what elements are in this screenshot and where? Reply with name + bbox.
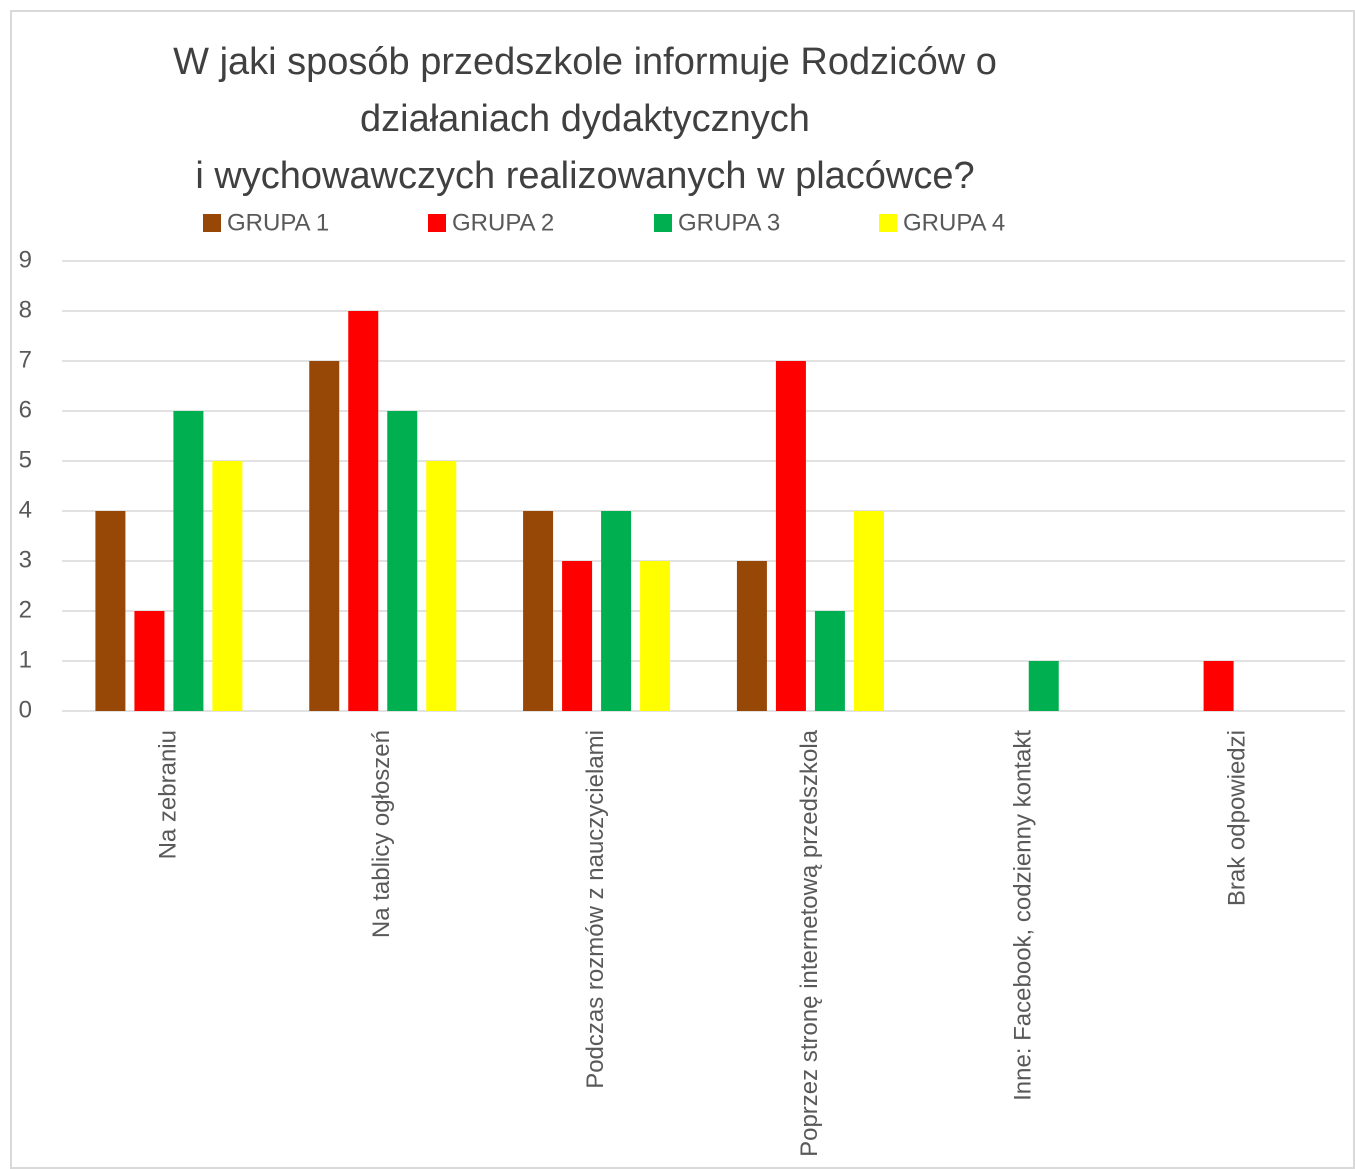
- bar: [814, 611, 845, 711]
- bar: [601, 511, 632, 711]
- y-tick-label: 5: [19, 446, 32, 473]
- bar: [736, 561, 767, 711]
- x-tick-label: Podczas rozmów z nauczycielami: [582, 730, 609, 1089]
- x-tick-label: Na zebraniu: [154, 730, 181, 859]
- bar: [1203, 661, 1234, 711]
- chart-title: działaniach dydaktycznych: [360, 98, 810, 140]
- legend-swatch: [428, 214, 446, 232]
- legend-label: GRUPA 4: [903, 209, 1005, 236]
- legend-swatch: [879, 214, 897, 232]
- x-tick-label: Brak odpowiedzi: [1223, 730, 1250, 906]
- bar: [853, 511, 884, 711]
- y-tick-label: 1: [19, 646, 32, 673]
- legend-swatch: [654, 214, 672, 232]
- y-tick-label: 9: [19, 246, 32, 273]
- y-tick-label: 6: [19, 396, 32, 423]
- bar: [134, 611, 165, 711]
- bar: [562, 561, 593, 711]
- chart-title: W jaki sposób przedszkole informuje Rodz…: [173, 41, 997, 83]
- bar: [1028, 661, 1059, 711]
- bar: [95, 511, 126, 711]
- x-tick-label: Poprzez stronę internetową przedszkola: [796, 729, 823, 1157]
- bar: [348, 311, 379, 711]
- y-tick-label: 2: [19, 596, 32, 623]
- legend-label: GRUPA 3: [678, 209, 780, 236]
- y-tick-label: 4: [19, 496, 32, 523]
- bar: [387, 411, 418, 711]
- bar: [426, 461, 457, 711]
- bar: [173, 411, 204, 711]
- bar: [640, 561, 671, 711]
- legend-swatch: [203, 214, 221, 232]
- legend-label: GRUPA 2: [452, 209, 554, 236]
- x-tick-label: Inne: Facebook, codzienny kontakt: [1010, 730, 1037, 1101]
- bar: [212, 461, 243, 711]
- y-tick-label: 0: [19, 696, 32, 723]
- chart-title: i wychowawczych realizowanych w placówce…: [195, 155, 974, 197]
- y-tick-label: 7: [19, 346, 32, 373]
- y-tick-label: 3: [19, 546, 32, 573]
- bar: [775, 361, 806, 711]
- y-tick-label: 8: [19, 296, 32, 323]
- bar: [309, 361, 340, 711]
- legend-label: GRUPA 1: [227, 209, 329, 236]
- x-tick-label: Na tablicy ogłoszeń: [368, 730, 395, 938]
- bar: [523, 511, 554, 711]
